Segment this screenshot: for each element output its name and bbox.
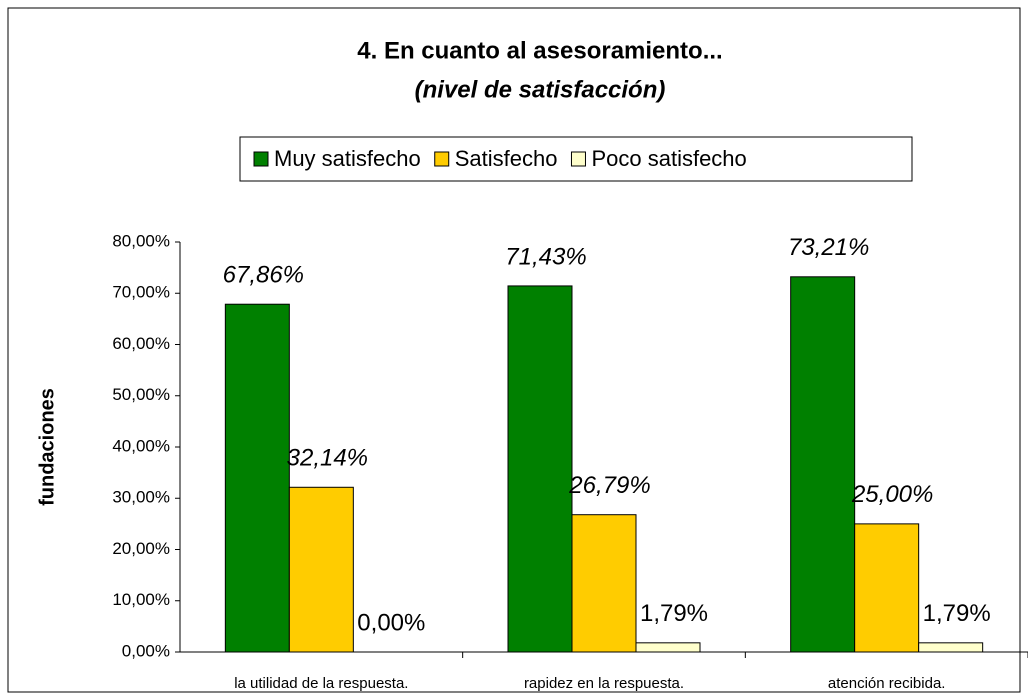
bar <box>918 642 984 653</box>
y-tick-label: 80,00% <box>112 231 170 250</box>
y-tick-label: 0,00% <box>122 641 170 660</box>
legend-swatch <box>253 151 269 167</box>
legend-label: Satisfecho <box>455 146 558 171</box>
y-tick-label: 20,00% <box>112 539 170 558</box>
value-label: 1,79% <box>640 600 708 627</box>
y-tick-label: 30,00% <box>112 488 170 507</box>
bar <box>507 285 573 653</box>
value-label: 1,79% <box>923 600 991 627</box>
x-tick-label: rapidez en la respuesta. <box>524 675 684 692</box>
y-tick-label: 70,00% <box>112 283 170 302</box>
bar <box>635 642 701 653</box>
value-label: 67,86% <box>223 262 304 289</box>
x-tick-label: atención recibida. <box>828 675 946 692</box>
bar <box>288 486 354 653</box>
chart-subtitle: (nivel de satisfacción) <box>415 76 666 103</box>
value-label: 71,43% <box>505 243 586 270</box>
bar <box>790 276 856 653</box>
chart-title: 4. En cuanto al asesoramiento... <box>357 37 722 64</box>
value-label: 73,21% <box>788 234 869 261</box>
value-label: 26,79% <box>568 472 650 499</box>
value-label: 32,14% <box>287 445 368 472</box>
y-tick-label: 50,00% <box>112 385 170 404</box>
y-tick-label: 10,00% <box>112 590 170 609</box>
bar <box>224 303 290 653</box>
legend-swatch <box>434 151 450 167</box>
legend-label: Muy satisfecho <box>274 146 421 171</box>
y-axis-label: fundaciones <box>36 388 58 506</box>
bar <box>854 523 920 653</box>
legend-swatch <box>570 151 586 167</box>
value-label: 25,00% <box>851 481 933 508</box>
y-tick-label: 60,00% <box>112 334 170 353</box>
x-tick-label: la utilidad de la respuesta. <box>234 675 408 692</box>
value-label: 0,00% <box>357 609 425 636</box>
legend-label: Poco satisfecho <box>591 146 746 171</box>
bar <box>571 514 637 653</box>
y-tick-label: 40,00% <box>112 436 170 455</box>
